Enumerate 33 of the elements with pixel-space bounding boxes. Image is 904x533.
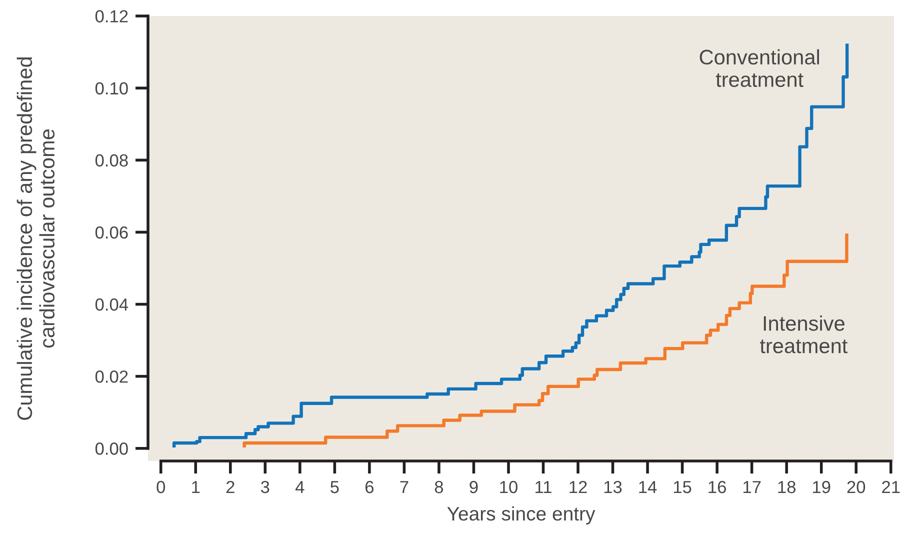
series-label: Intensive treatment	[760, 316, 848, 354]
x-tick-label: 14	[639, 481, 657, 494]
x-tick-label: 1	[192, 481, 200, 494]
y-tick-label: 0.04	[95, 298, 128, 311]
x-tick-label: 13	[604, 480, 622, 494]
x-axis-title: Years since entry	[447, 506, 596, 524]
x-tick-label: 20	[847, 480, 866, 494]
x-tick-label: 10	[500, 480, 518, 494]
y-tick-label: 0.00	[95, 442, 128, 455]
x-tick-label: 19	[813, 480, 830, 494]
x-tick-label: 0	[156, 480, 166, 494]
y-axis-title: Cumulative incidence of any predefined cardiovascular outcome	[16, 57, 55, 420]
x-tick-label: 15	[674, 481, 692, 494]
y-tick-label: 0.02	[95, 370, 128, 383]
x-tick-label: 7	[400, 481, 408, 494]
x-tick-label: 6	[365, 480, 374, 494]
y-tick-label: 0.12	[95, 10, 128, 22]
x-tick-label: 18	[778, 480, 796, 494]
y-tick-label: 0.10	[95, 82, 128, 95]
x-tick-label: 21	[882, 480, 900, 494]
x-tick-label: 3	[260, 480, 270, 494]
x-tick-label: 12	[570, 480, 587, 494]
x-tick-label: 17	[743, 481, 761, 494]
x-tick-label: 2	[226, 480, 234, 494]
x-tick-label: 9	[470, 480, 478, 494]
y-tick-label: 0.08	[95, 154, 128, 167]
x-tick-label: 5	[330, 481, 339, 494]
x-tick-label: 4	[295, 481, 304, 494]
x-tick-label: 16	[708, 480, 726, 494]
series-label: Conventional treatment	[700, 49, 819, 87]
x-tick-label: 11	[536, 481, 552, 494]
y-tick-label: 0.06	[95, 226, 128, 239]
x-tick-label: 8	[434, 480, 444, 494]
